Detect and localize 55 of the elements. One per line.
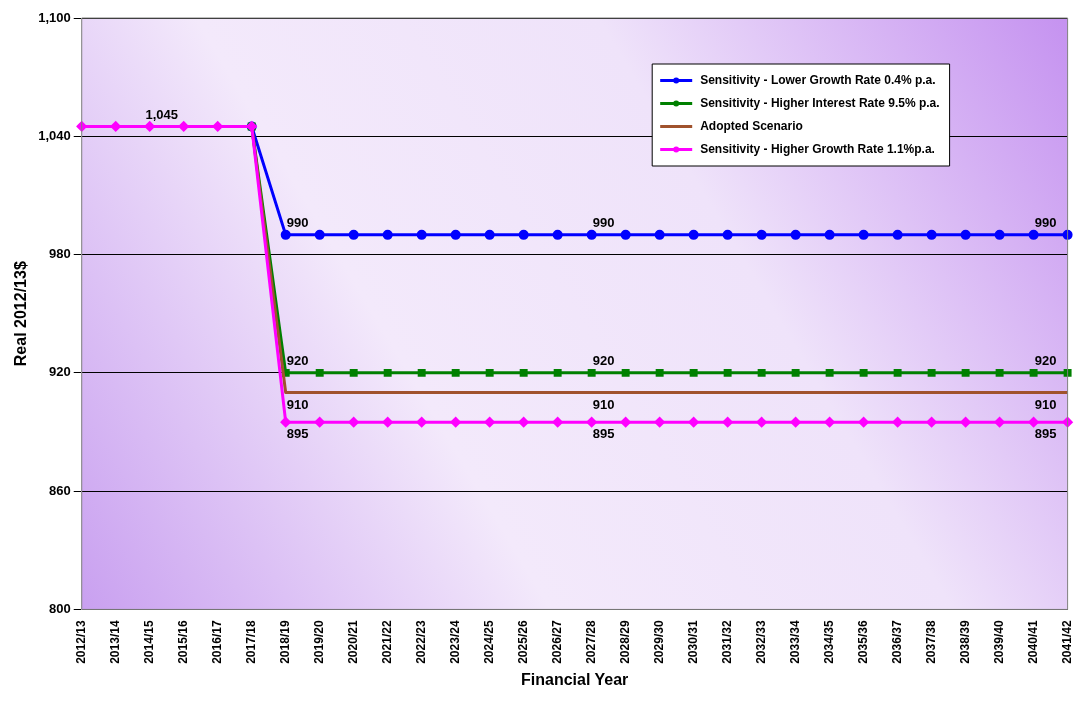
y-tick-label: 860 bbox=[49, 482, 71, 498]
data-label: 910 bbox=[1034, 396, 1057, 412]
x-tick-label: 2022/23 bbox=[414, 620, 428, 664]
x-tick-label: 2018/19 bbox=[278, 620, 293, 664]
x-tick-label: 2030/31 bbox=[685, 620, 700, 664]
data-label: 920 bbox=[1034, 352, 1057, 368]
x-tick-label: 2029/30 bbox=[651, 620, 666, 664]
data-label: 895 bbox=[1034, 426, 1057, 442]
x-tick-label: 2015/16 bbox=[176, 620, 191, 664]
x-tick-label: 2034/35 bbox=[821, 620, 836, 664]
data-label: 910 bbox=[286, 396, 309, 412]
x-tick-label: 2027/28 bbox=[583, 620, 598, 664]
legend-label: Sensitivity - Higher Interest Rate 9.5% p.a. bbox=[700, 95, 940, 110]
x-tick-label: 2014/15 bbox=[142, 620, 157, 664]
legend-label: Sensitivity - Higher Growth Rate 1.1%p.a. bbox=[700, 141, 935, 156]
y-tick-label: 800 bbox=[49, 601, 71, 616]
x-tick-label: 2016/17 bbox=[210, 620, 225, 664]
x-tick-label: 2020/21 bbox=[346, 620, 361, 664]
x-tick-label: 2037/38 bbox=[923, 620, 938, 664]
data-label: 910 bbox=[592, 396, 615, 412]
x-tick-label: 2041/42 bbox=[1059, 620, 1074, 664]
x-tick-label: 2035/36 bbox=[855, 620, 870, 664]
data-label: 990 bbox=[1034, 214, 1057, 230]
x-tick-label: 2023/24 bbox=[447, 620, 462, 664]
x-tick-label: 2021/22 bbox=[380, 620, 394, 664]
data-label: 920 bbox=[286, 352, 309, 368]
data-label: 920 bbox=[592, 352, 615, 368]
legend-label: Sensitivity - Lower Growth Rate 0.4% p.a. bbox=[700, 72, 936, 87]
x-tick-label: 2032/33 bbox=[753, 620, 768, 664]
x-tick-label: 2019/20 bbox=[312, 620, 327, 664]
data-label: 990 bbox=[286, 214, 309, 230]
x-tick-label: 2013/14 bbox=[108, 620, 123, 664]
x-tick-label: 2040/41 bbox=[1025, 620, 1040, 664]
x-tick-label: 2025/26 bbox=[515, 620, 530, 664]
x-tick-label: 2033/34 bbox=[787, 620, 802, 664]
y-axis-title: Real 2012/13$ bbox=[12, 261, 30, 367]
x-tick-label: 2024/25 bbox=[481, 620, 496, 664]
x-tick-label: 2036/37 bbox=[889, 620, 904, 664]
y-tick-label: 1,100 bbox=[38, 9, 71, 25]
x-tick-label: 2017/18 bbox=[244, 620, 259, 664]
x-tick-label: 2028/29 bbox=[617, 620, 632, 664]
x-tick-label: 2039/40 bbox=[991, 620, 1006, 664]
x-tick-label: 2031/32 bbox=[719, 620, 734, 664]
data-label: 990 bbox=[592, 214, 615, 230]
x-tick-label: 2026/27 bbox=[549, 620, 564, 664]
y-tick-label: 1,040 bbox=[38, 127, 71, 143]
x-axis-title: Financial Year bbox=[521, 670, 629, 688]
data-label: 1,045 bbox=[145, 106, 178, 122]
x-tick-label: 2012/13 bbox=[74, 620, 89, 664]
x-tick-label: 2038/39 bbox=[957, 620, 972, 664]
y-tick-label: 980 bbox=[49, 246, 71, 262]
data-label: 895 bbox=[286, 426, 309, 442]
legend-label: Adopted Scenario bbox=[700, 118, 803, 133]
data-label: 895 bbox=[592, 426, 615, 442]
y-tick-label: 920 bbox=[49, 364, 71, 380]
